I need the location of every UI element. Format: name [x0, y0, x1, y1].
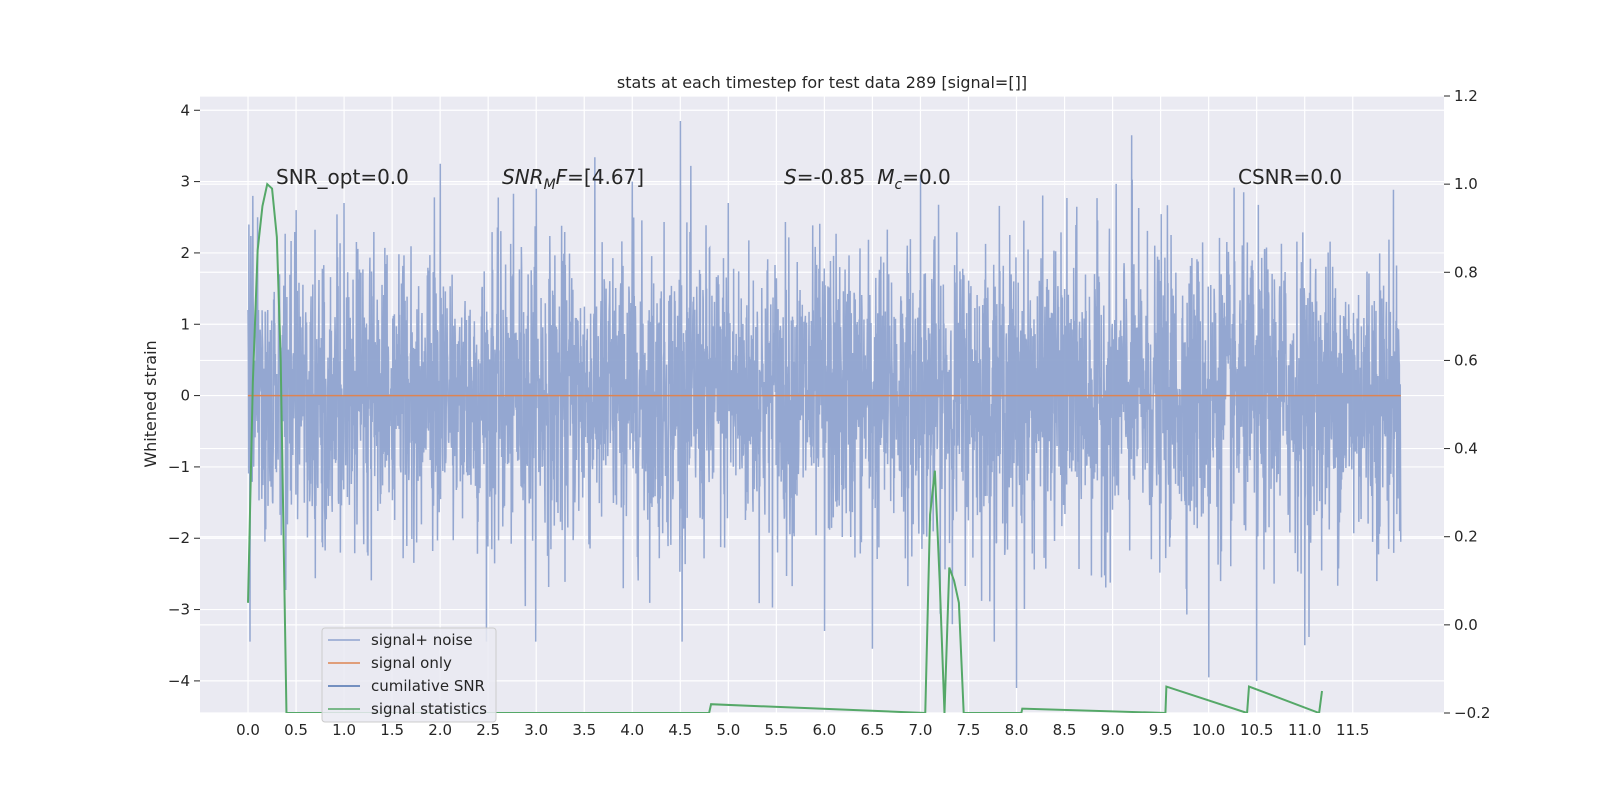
annotation-snr-mf-prefix: SNR [502, 165, 544, 189]
y-tick-label: 0 [180, 387, 190, 405]
x-tick-label: 3.5 [572, 721, 596, 739]
x-tick-label: 11.0 [1288, 721, 1321, 739]
chart-title: stats at each timestep for test data 289… [617, 73, 1027, 92]
annotation-s-prefix: S [784, 165, 797, 189]
x-tick-label: 6.0 [812, 721, 836, 739]
series-line-signal-statistics [247, 182, 1323, 713]
x-tick-label: 10.0 [1192, 721, 1225, 739]
y-tick-label: 3 [180, 173, 190, 191]
legend: signal+ noise signal only cumilative SNR… [321, 627, 497, 723]
annotation-mc-value: =0.0 [902, 165, 951, 189]
x-tick-label: 7.0 [909, 721, 933, 739]
annotation-mc-sub: c [894, 177, 902, 193]
annotation-snr-mf: SNRMF=[4.67] [502, 165, 644, 193]
x-tick-label: 5.5 [764, 721, 788, 739]
annotation-mc-prefix: M [877, 165, 894, 189]
y-tick-label: −2 [168, 529, 190, 547]
legend-label-cumulative-snr: cumilative SNR [371, 677, 485, 695]
legend-box [321, 627, 497, 723]
annotation-csnr: CSNR=0.0 [1238, 165, 1342, 189]
y2-tick-label: −0.2 [1454, 704, 1490, 722]
annotations: SNR_opt=0.0 SNRMF=[4.67] S=-0.85 Mc=0.0 C… [276, 165, 1342, 193]
x-axis-ticks: 0.0 0.5 1.0 1.5 2.0 2.5 3.0 3.5 4.0 4.5 5.0 5.5 6.0 6… [236, 721, 1369, 739]
y-tick-label: −4 [168, 672, 190, 690]
x-tick-label: 0.0 [236, 721, 260, 739]
y-axis-ticks: 4 3 2 1 0 −1 −2 −3 −4 [168, 101, 200, 690]
legend-label-signal-only: signal only [371, 654, 452, 672]
annotation-snr-mf-value: =[4.67] [567, 165, 644, 189]
x-tick-label: 1.0 [332, 721, 356, 739]
y-tick-label: 2 [180, 244, 190, 262]
series-line-signal-noise [247, 120, 1402, 689]
x-tick-label: 10.5 [1240, 721, 1273, 739]
x-tick-label: 7.5 [957, 721, 981, 739]
series-layer [247, 120, 1402, 713]
annotation-snr-mf-sub: M [544, 177, 556, 193]
x-tick-label: 2.5 [476, 721, 500, 739]
y-tick-label: −3 [168, 601, 190, 619]
x-tick-label: 8.0 [1005, 721, 1029, 739]
y-axis-label: Whitened strain [141, 340, 160, 467]
y-tick-label: 1 [180, 315, 190, 333]
annotation-s-value: =-0.85 [797, 165, 866, 189]
y2-tick-label: 1.0 [1454, 175, 1478, 193]
y2-tick-label: 0.6 [1454, 351, 1478, 369]
y2-tick-label: 1.2 [1454, 87, 1478, 105]
annotation-snr-mf-suffix-letter: F [556, 165, 568, 189]
x-tick-label: 3.0 [524, 721, 548, 739]
x-tick-label: 8.5 [1053, 721, 1077, 739]
y-tick-label: 4 [180, 101, 190, 119]
annotation-snr-opt: SNR_opt=0.0 [276, 165, 409, 189]
y2-tick-label: 0.8 [1454, 263, 1478, 281]
x-tick-label: 4.0 [620, 721, 644, 739]
y-tick-label: −1 [168, 458, 190, 476]
y2-axis-ticks: 1.2 1.0 0.8 0.6 0.4 0.2 0.0 −0.2 [1444, 87, 1490, 722]
legend-label-signal-noise: signal+ noise [371, 631, 473, 649]
x-tick-label: 0.5 [284, 721, 308, 739]
x-tick-label: 6.5 [861, 721, 885, 739]
x-tick-label: 4.5 [668, 721, 692, 739]
x-tick-label: 11.5 [1336, 721, 1369, 739]
x-tick-label: 2.0 [428, 721, 452, 739]
x-tick-label: 9.0 [1101, 721, 1125, 739]
annotation-s-mc: S=-0.85 Mc=0.0 [784, 165, 951, 193]
y2-tick-label: 0.4 [1454, 440, 1478, 458]
y2-tick-label: 0.0 [1454, 616, 1478, 634]
legend-label-signal-statistics: signal statistics [371, 700, 487, 718]
x-tick-label: 9.5 [1149, 721, 1173, 739]
x-tick-label: 1.5 [380, 721, 404, 739]
x-tick-label: 5.0 [716, 721, 740, 739]
y2-tick-label: 0.2 [1454, 528, 1478, 546]
